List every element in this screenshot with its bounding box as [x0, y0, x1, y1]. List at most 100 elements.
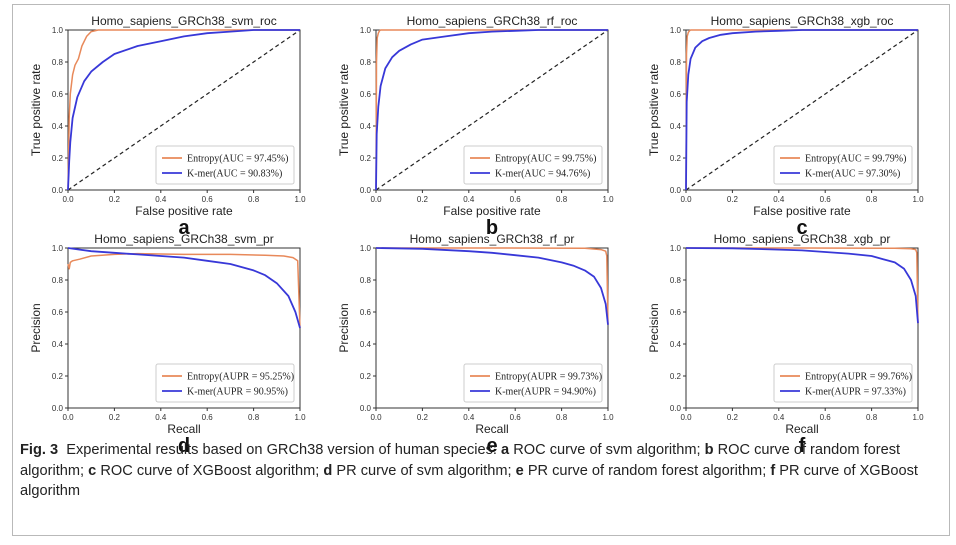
legend-box	[155, 363, 295, 403]
y-tick-label: 0.0	[360, 404, 372, 413]
caption-text-f: PR curve of XGBoost algorithm	[20, 462, 918, 500]
x-tick-label: 1.0	[912, 195, 924, 204]
legend-label-kmer: K-mer(AUC = 90.83%)	[187, 169, 282, 180]
x-tick-label: 0.4	[463, 413, 475, 422]
x-tick-label: 0.0	[680, 413, 692, 422]
x-axis-label: False positive rate	[135, 204, 233, 218]
x-axis-label: False positive rate	[753, 204, 851, 218]
pr-chart-xgb: Homo_sapiens_GRCh38_xgb_pr 0.0 0.2 0.4 0.6 0.…	[647, 232, 924, 457]
y-tick-label: 0.2	[360, 154, 372, 163]
panel-letter: a	[178, 217, 190, 239]
x-tick-label: 0.2	[109, 413, 121, 422]
y-tick-label: 0.2	[670, 372, 682, 381]
y-tick-label: 0.8	[52, 276, 64, 285]
legend-label-kmer: K-mer(AUC = 97.30%)	[805, 169, 900, 180]
x-tick-label: 0.0	[680, 195, 692, 204]
y-tick-label: 0.8	[670, 276, 682, 285]
x-axis-label: Recall	[167, 422, 200, 436]
chart-title: Homo_sapiens_GRCh38_rf_roc	[407, 14, 578, 28]
y-tick-label: 0.4	[670, 122, 682, 131]
kmer-series-line	[685, 247, 919, 324]
y-tick-label: 1.0	[670, 244, 682, 253]
legend-box	[773, 363, 913, 403]
y-tick-label: 1.0	[360, 26, 372, 35]
x-tick-label: 0.2	[727, 195, 739, 204]
pr-chart-svm: Homo_sapiens_GRCh38_svm_pr 0.0 0.2 0.4 0.6 0.…	[29, 232, 306, 457]
y-tick-label: 0.2	[360, 372, 372, 381]
kmer-series-line	[375, 247, 609, 325]
figure-caption: Fig. 3 Experimental results based on GRC…	[20, 440, 940, 502]
y-tick-label: 0.4	[360, 122, 372, 131]
x-tick-label: 0.6	[202, 195, 214, 204]
x-tick-label: 0.4	[155, 413, 167, 422]
panel-letter: d	[178, 435, 190, 457]
x-tick-label: 0.4	[463, 195, 475, 204]
y-tick-label: 0.2	[670, 154, 682, 163]
roc-chart-rf: Homo_sapiens_GRCh38_rf_roc 0.0 0.2 0.4 0.6 0.…	[337, 14, 614, 239]
caption-text-e: PR curve of random forest algorithm;	[527, 462, 767, 479]
y-tick-label: 1.0	[670, 26, 682, 35]
caption-letter-e: e	[515, 462, 524, 479]
x-tick-label: 0.4	[773, 195, 785, 204]
kmer-series-line	[67, 29, 300, 191]
y-tick-label: 1.0	[52, 244, 64, 253]
y-tick-label: 0.4	[52, 340, 64, 349]
legend-label-entropy: Entropy(AUPR = 99.73%)	[495, 372, 602, 383]
entropy-series-line	[376, 247, 609, 325]
y-tick-label: 0.6	[670, 308, 682, 317]
chart-title: Homo_sapiens_GRCh38_svm_roc	[91, 14, 276, 28]
chart-title: Homo_sapiens_GRCh38_xgb_roc	[711, 14, 894, 28]
y-tick-label: 0.2	[52, 154, 64, 163]
x-tick-label: 1.0	[912, 413, 924, 422]
kmer-series-line	[67, 247, 301, 329]
panel-letter: f	[799, 435, 806, 457]
caption-text-b: ROC curve of random forest algorithm;	[20, 442, 901, 479]
kmer-series-line	[685, 29, 918, 191]
caption-letter-c: c	[88, 462, 97, 479]
y-tick-label: 0.0	[360, 186, 372, 195]
chance-diagonal-line	[67, 29, 301, 191]
caption-label: Fig. 3	[20, 442, 59, 458]
x-axis-label: Recall	[475, 422, 508, 436]
y-tick-label: 0.6	[52, 90, 64, 99]
caption-intro: Experimental results based on GRCh38 ver…	[66, 442, 497, 458]
y-tick-label: 0.6	[52, 308, 64, 317]
legend-label-kmer: K-mer(AUC = 94.76%)	[495, 169, 590, 180]
caption-letter-f: f	[770, 462, 776, 479]
x-tick-label: 0.0	[62, 413, 74, 422]
x-tick-label: 0.6	[820, 413, 832, 422]
x-tick-label: 1.0	[294, 413, 306, 422]
y-axis-label: Precision	[647, 303, 661, 352]
y-axis-label: Precision	[337, 303, 351, 352]
y-tick-label: 0.0	[52, 186, 64, 195]
legend-box	[773, 145, 913, 185]
chance-diagonal-line	[685, 29, 919, 191]
y-tick-label: 0.8	[52, 58, 64, 67]
x-axis-label: False positive rate	[443, 204, 541, 218]
legend-label-entropy: Entropy(AUC = 97.45%)	[187, 154, 288, 165]
roc-chart-xgb: Homo_sapiens_GRCh38_xgb_roc 0.0 0.2 0.4 0.6 0…	[647, 14, 924, 239]
y-tick-label: 0.4	[52, 122, 64, 131]
y-tick-label: 1.0	[52, 26, 64, 35]
chart-panel-d: Homo_sapiens_GRCh38_svm_pr 0.0 0.2 0.4 0.6 0.…	[22, 228, 322, 457]
chart-panel-f: Homo_sapiens_GRCh38_xgb_pr 0.0 0.2 0.4 0.6 0.…	[640, 228, 940, 457]
legend-box	[155, 145, 295, 185]
x-tick-label: 0.2	[417, 195, 429, 204]
x-tick-label: 0.6	[820, 195, 832, 204]
legend-box	[463, 363, 603, 403]
x-tick-label: 0.0	[370, 195, 382, 204]
x-tick-label: 1.0	[294, 195, 306, 204]
y-tick-label: 0.0	[670, 404, 682, 413]
y-tick-label: 0.6	[360, 90, 372, 99]
pr-chart-rf: Homo_sapiens_GRCh38_rf_pr 0.0 0.2 0.4 0.6 0.8…	[337, 232, 614, 457]
panel-letter: c	[796, 217, 807, 239]
legend-label-entropy: Entropy(AUC = 99.79%)	[805, 154, 906, 165]
figure-frame	[12, 4, 950, 536]
x-tick-label: 0.8	[248, 195, 260, 204]
x-tick-label: 0.2	[109, 195, 121, 204]
legend-label-entropy: Entropy(AUPR = 99.76%)	[805, 372, 912, 383]
y-tick-label: 0.6	[360, 308, 372, 317]
y-tick-label: 0.0	[52, 404, 64, 413]
roc-chart-svm: Homo_sapiens_GRCh38_svm_roc 0.0 0.2 0.4 0.6 0…	[29, 14, 306, 239]
legend-label-entropy: Entropy(AUPR = 95.25%)	[187, 372, 294, 383]
